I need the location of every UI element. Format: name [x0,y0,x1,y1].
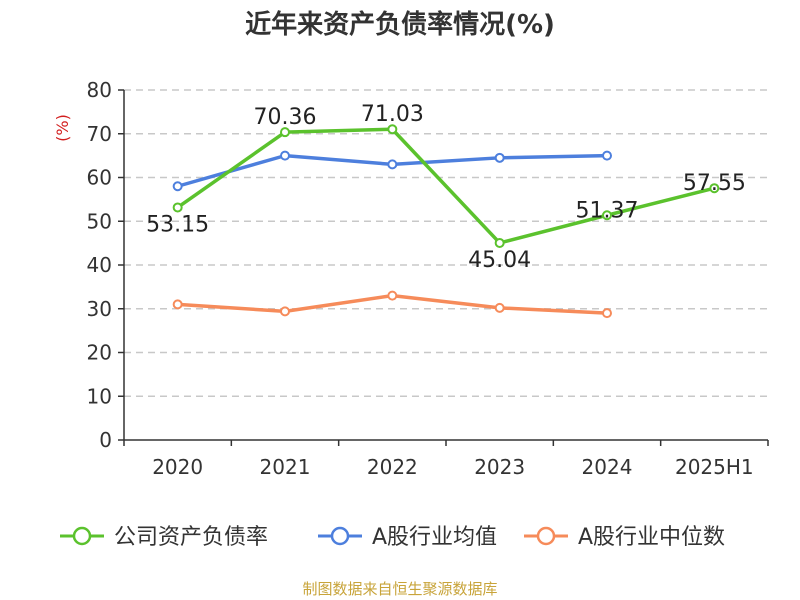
data-point [172,299,183,310]
source-note: 制图数据来自恒生聚源数据库 [302,580,498,598]
data-point [494,237,505,248]
y-tick-label: 20 [87,341,112,365]
legend-label: 公司资产负债率 [114,525,268,550]
x-tick-label: 2021 [260,455,311,479]
data-label: 70.36 [254,105,317,130]
legend-item: A股行业均值 [318,525,497,550]
y-tick-label: 80 [87,78,112,102]
legend-label: A股行业均值 [372,525,497,550]
data-point [709,183,720,194]
data-point [280,127,290,138]
data-point [172,181,183,192]
x-tick-label: 2025H1 [675,455,754,479]
x-tick-label: 2020 [152,455,203,479]
series-layer [172,124,720,319]
data-label: 53.15 [146,212,209,237]
data-point [387,159,398,170]
x-tick-label: 2024 [582,455,633,479]
data-label: 71.03 [361,102,424,127]
x-tick-label: 2023 [474,455,525,479]
data-point [280,306,290,317]
chart-title: 近年来资产负债率情况(%) [245,10,555,40]
data-point [602,150,612,161]
data-point [172,202,183,213]
grid-layer [124,89,768,397]
legend-marker [536,526,556,546]
data-label: 51.37 [576,198,639,223]
legend-marker [72,526,92,546]
y-tick-label: 10 [87,384,112,408]
legend-marker [330,526,350,546]
y-tick-label: 70 [87,122,112,146]
legend-item: 公司资产负债率 [60,525,268,550]
y-axis-label: (%) [53,114,72,142]
data-label: 45.04 [468,248,531,273]
x-tick-label: 2022 [367,455,418,479]
data-label-layer: 53.15 70.36 71.03 45.04 51.37 57.55 [146,102,746,273]
data-point [387,124,398,135]
y-tick-label: 40 [87,253,112,277]
data-point [494,302,505,313]
data-label: 57.55 [683,171,746,196]
legend-label: A股行业中位数 [578,525,725,550]
legend-item: A股行业中位数 [524,525,725,550]
y-tick-label: 30 [87,297,112,321]
series-line [176,127,715,245]
data-point [387,290,398,301]
data-point [602,210,612,221]
data-point [602,308,612,319]
data-point [494,152,505,163]
legend: 公司资产负债率 A股行业均值 A股行业中位数 [60,525,725,550]
y-tick-label: 50 [87,209,112,233]
axis-layer: 0 10 20 30 40 50 60 70 80 (%) 2020 2021 2022 2023 2024… [53,78,769,479]
data-point [280,150,290,161]
y-tick-label: 60 [87,166,112,190]
y-tick-label: 0 [99,428,112,452]
